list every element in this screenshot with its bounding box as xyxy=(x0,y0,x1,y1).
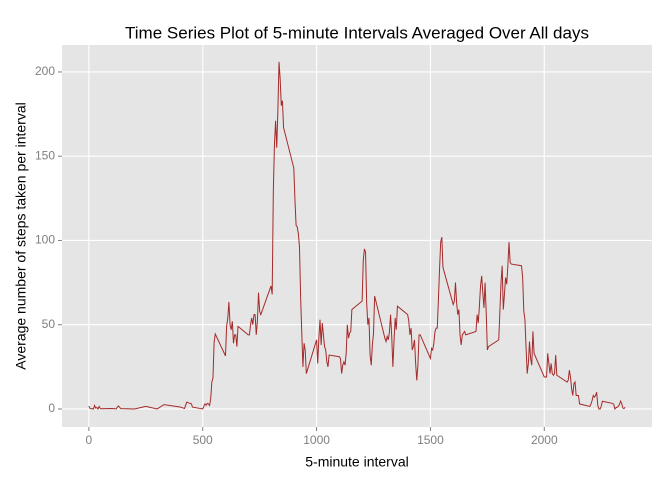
data-line xyxy=(88,61,626,411)
x-axis-label: 5-minute interval xyxy=(305,454,409,470)
y-tick-label: 100 xyxy=(35,233,55,247)
y-axis-label: Average number of steps taken per interv… xyxy=(13,102,29,369)
chart-title: Time Series Plot of 5-minute Intervals A… xyxy=(125,23,589,42)
x-tick-label: 1500 xyxy=(417,433,444,447)
y-tick-label: 200 xyxy=(35,64,55,78)
x-tick-label: 2000 xyxy=(531,433,558,447)
x-tick-label: 0 xyxy=(86,433,93,447)
x-tick-label: 1000 xyxy=(303,433,330,447)
plot-panel xyxy=(62,45,652,427)
y-tick-label: 0 xyxy=(48,401,55,415)
x-tick-label: 500 xyxy=(193,433,213,447)
y-tick-label: 150 xyxy=(35,148,55,162)
y-tick-label: 50 xyxy=(42,317,56,331)
